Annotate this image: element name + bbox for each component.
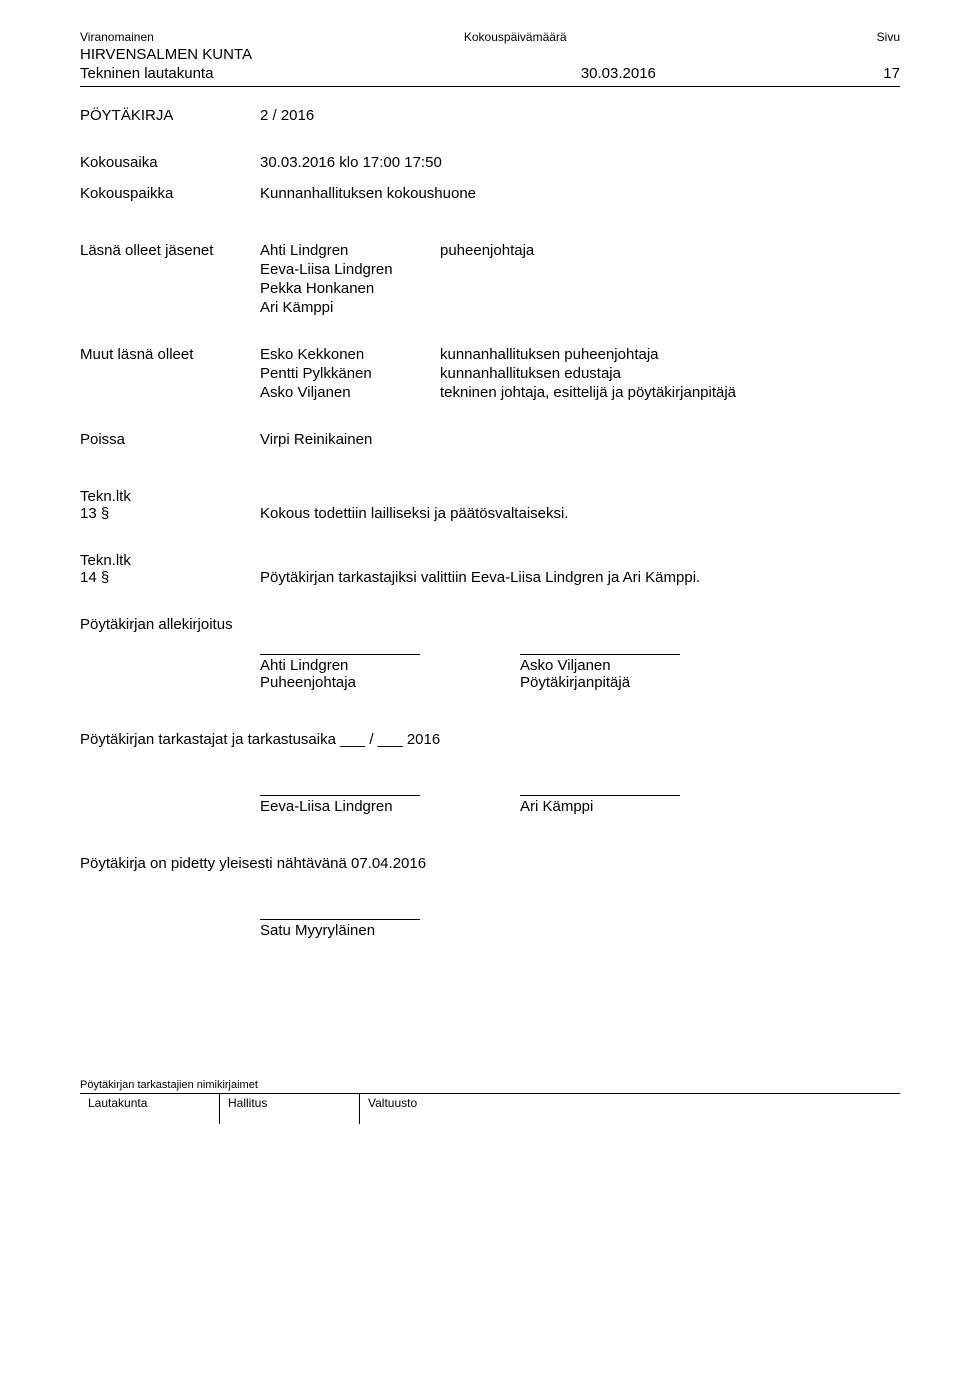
signature-line <box>520 637 680 655</box>
present-role <box>440 261 900 278</box>
signer-name: Ahti Lindgren <box>260 657 520 674</box>
present-role: puheenjohtaja <box>440 242 900 259</box>
kokousaika-value: 30.03.2016 klo 17:00 17:50 <box>260 154 442 171</box>
allekirjoitus-label: Pöytäkirjan allekirjoitus <box>80 616 900 633</box>
section-number: 14 § <box>80 569 260 586</box>
present-name: Eeva-Liisa Lindgren <box>260 261 440 278</box>
others-name: Esko Kekkonen <box>260 346 440 363</box>
others-name: Asko Viljanen <box>260 384 440 401</box>
section-text: Pöytäkirjan tarkastajiksi valittiin Eeva… <box>260 569 700 586</box>
kokousaika-label: Kokousaika <box>80 154 260 171</box>
signer-title: Puheenjohtaja <box>260 674 520 691</box>
signer-title: Pöytäkirjanpitäjä <box>520 674 780 691</box>
viranomainen-label: Viranomainen <box>80 30 154 44</box>
signer-name: Ari Kämppi <box>520 798 780 815</box>
present-name: Pekka Honkanen <box>260 280 440 297</box>
others-role: kunnanhallituksen edustaja <box>440 365 900 382</box>
signer-name: Asko Viljanen <box>520 657 780 674</box>
absent-label: Poissa <box>80 431 260 448</box>
section-number: 13 § <box>80 505 260 522</box>
footer-box-hallitus: Hallitus <box>220 1094 360 1124</box>
organization-name: HIRVENSALMEN KUNTA <box>80 46 900 63</box>
board-name: Tekninen lautakunta <box>80 65 213 82</box>
present-name: Ari Kämppi <box>260 299 440 316</box>
poytakirja-number: 2 / 2016 <box>260 107 314 124</box>
others-name: Pentti Pylkkänen <box>260 365 440 382</box>
present-label: Läsnä olleet jäsenet <box>80 242 260 259</box>
footer-box-valtuusto: Valtuusto <box>360 1094 500 1124</box>
footer-box-lautakunta: Lautakunta <box>80 1094 220 1124</box>
signature-line <box>260 637 420 655</box>
poytakirja-title: PÖYTÄKIRJA <box>80 107 260 124</box>
footer-title: Pöytäkirjan tarkastajien nimikirjaimet <box>80 1079 900 1091</box>
signer-name: Satu Myyryläinen <box>260 922 520 939</box>
tarkastajat-text: Pöytäkirjan tarkastajat ja tarkastusaika… <box>80 731 900 748</box>
nahtava-text: Pöytäkirja on pidetty yleisesti nähtävän… <box>80 855 900 872</box>
sivu-label: Sivu <box>877 30 900 44</box>
signer-name: Eeva-Liisa Lindgren <box>260 798 520 815</box>
others-label: Muut läsnä olleet <box>80 346 260 363</box>
kokouspaikka-label: Kokouspaikka <box>80 185 260 202</box>
signature-line <box>260 778 420 796</box>
section-prefix: Tekn.ltk <box>80 488 900 505</box>
signature-line <box>520 778 680 796</box>
header-date: 30.03.2016 <box>581 65 656 82</box>
signature-line <box>260 902 420 920</box>
footer: Pöytäkirjan tarkastajien nimikirjaimet L… <box>80 1079 900 1124</box>
present-role <box>440 280 900 297</box>
absent-name: Virpi Reinikainen <box>260 431 440 448</box>
present-role <box>440 299 900 316</box>
sub-header-row: Tekninen lautakunta 30.03.2016 17 <box>80 65 900 87</box>
others-role: kunnanhallituksen puheenjohtaja <box>440 346 900 363</box>
section-text: Kokous todettiin lailliseksi ja päätösva… <box>260 505 569 522</box>
present-name: Ahti Lindgren <box>260 242 440 259</box>
kokouspvm-label: Kokouspäivämäärä <box>464 30 567 44</box>
section-prefix: Tekn.ltk <box>80 552 900 569</box>
header-meta-row: Viranomainen Kokouspäivämäärä Sivu <box>80 30 900 44</box>
header-page-number: 17 <box>883 65 900 82</box>
kokouspaikka-value: Kunnanhallituksen kokoushuone <box>260 185 476 202</box>
others-role: tekninen johtaja, esittelijä ja pöytäkir… <box>440 384 900 401</box>
